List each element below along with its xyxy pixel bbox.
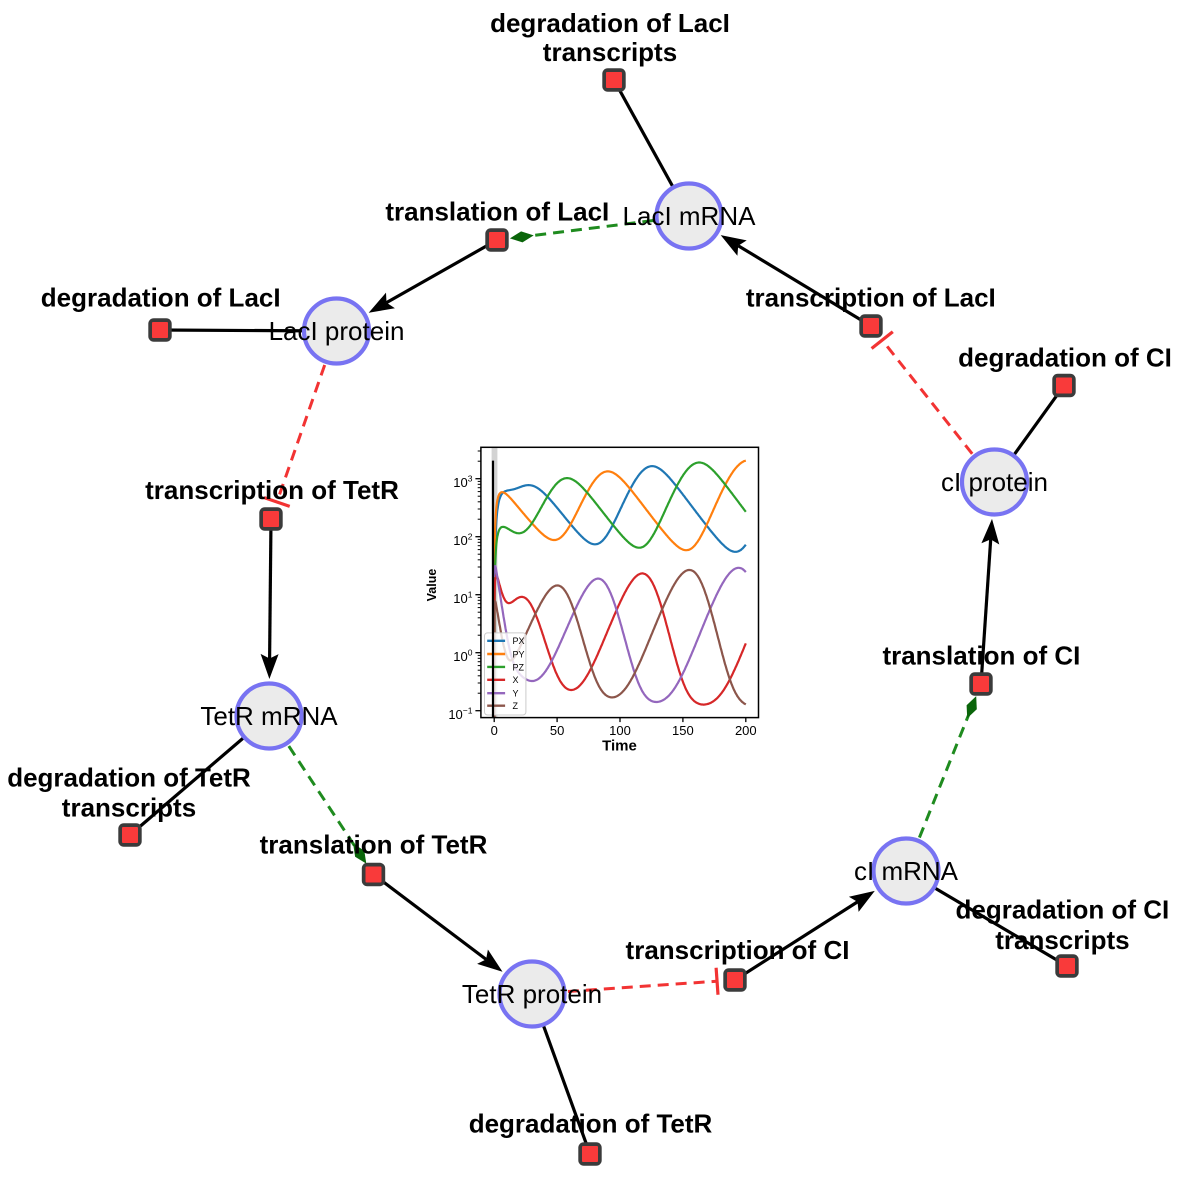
svg-text:PY: PY <box>513 649 525 659</box>
svg-text:degradation of CI: degradation of CI <box>956 895 1170 925</box>
svg-text:translation of TetR: translation of TetR <box>260 830 488 860</box>
svg-text:Y: Y <box>513 689 519 699</box>
svg-text:200: 200 <box>735 723 757 738</box>
svg-text:degradation of CI: degradation of CI <box>958 343 1172 373</box>
svg-text:TetR mRNA: TetR mRNA <box>200 701 338 731</box>
svg-text:Time: Time <box>602 737 637 754</box>
svg-text:Value: Value <box>425 569 439 602</box>
svg-text:transcripts: transcripts <box>543 37 677 67</box>
svg-text:translation of LacI: translation of LacI <box>385 197 609 227</box>
svg-text:X: X <box>513 675 519 685</box>
svg-text:PX: PX <box>513 636 525 646</box>
svg-text:150: 150 <box>672 723 694 738</box>
svg-text:PZ: PZ <box>513 662 525 672</box>
svg-text:50: 50 <box>550 723 564 738</box>
svg-text:100: 100 <box>609 723 631 738</box>
svg-text:cI mRNA: cI mRNA <box>854 856 959 886</box>
svg-text:translation of CI: translation of CI <box>882 640 1080 670</box>
svg-text:degradation of LacI: degradation of LacI <box>490 8 730 38</box>
svg-text:degradation of LacI: degradation of LacI <box>41 283 281 313</box>
svg-text:transcripts: transcripts <box>995 925 1129 955</box>
svg-text:transcripts: transcripts <box>62 793 196 823</box>
svg-text:LacI mRNA: LacI mRNA <box>623 201 757 231</box>
svg-text:transcription of LacI: transcription of LacI <box>746 283 996 313</box>
svg-text:TetR protein: TetR protein <box>462 979 602 1009</box>
svg-text:degradation of TetR: degradation of TetR <box>469 1109 713 1139</box>
svg-text:0: 0 <box>491 723 498 738</box>
svg-text:degradation of TetR: degradation of TetR <box>7 763 251 793</box>
svg-text:transcription of TetR: transcription of TetR <box>145 475 399 505</box>
svg-text:Z: Z <box>513 701 519 711</box>
svg-text:LacI protein: LacI protein <box>269 316 405 346</box>
svg-text:transcription of CI: transcription of CI <box>626 935 850 965</box>
svg-text:cI protein: cI protein <box>941 467 1048 497</box>
